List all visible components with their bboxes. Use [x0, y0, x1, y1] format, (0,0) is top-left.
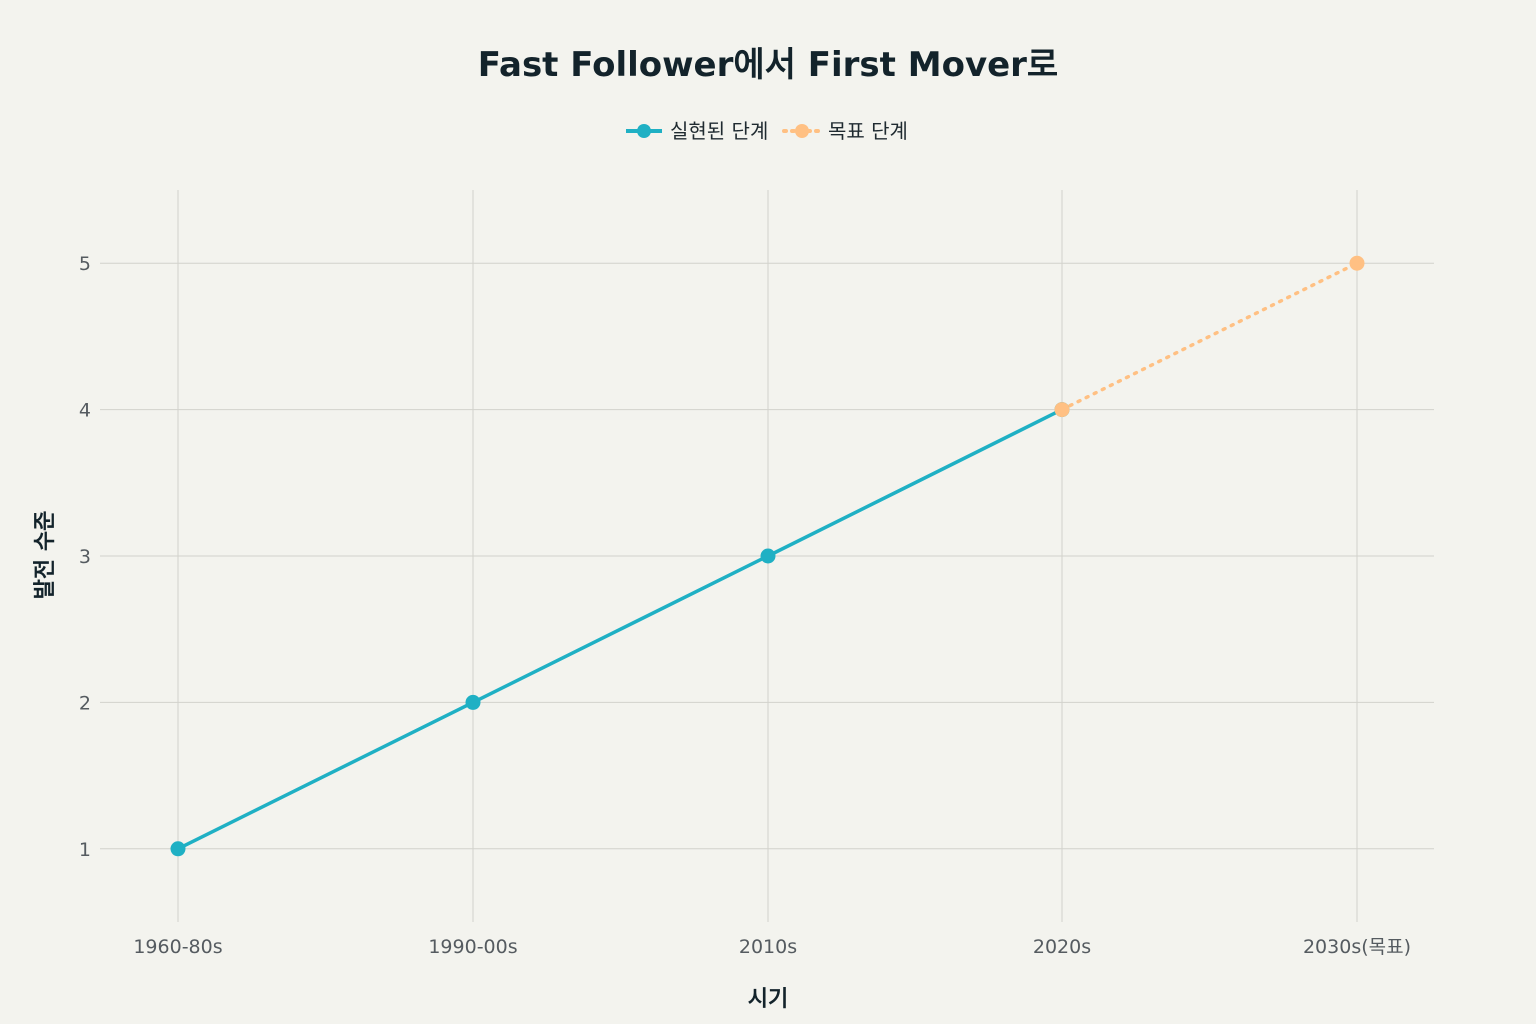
legend-realized-label: 실현된 단계 [670, 119, 768, 143]
y-tick-label: 4 [79, 400, 91, 422]
y-tick-label: 1 [79, 839, 91, 861]
x-axis-title: 시기 [748, 987, 788, 1012]
x-tick-label: 2010s [739, 936, 797, 958]
x-tick-label: 1990-00s [428, 936, 517, 958]
realized-data-point[interactable] [760, 548, 776, 564]
series [170, 255, 1365, 857]
x-tick-label: 2030s(목표) [1303, 936, 1411, 958]
legend-item-realized[interactable]: 실현된 단계 [626, 119, 768, 143]
target-series-line [1060, 261, 1359, 412]
target-data-point[interactable] [1349, 255, 1365, 271]
y-tick-label: 5 [79, 253, 91, 275]
y-tick-label: 2 [79, 692, 91, 714]
chart-title: Fast Follower에서 First Mover로 [478, 45, 1058, 85]
realized-data-point[interactable] [465, 694, 481, 710]
legend-item-target[interactable]: 목표 단계 [782, 119, 908, 143]
realized-series-line [176, 407, 1064, 851]
y-tick-label: 3 [79, 546, 91, 568]
x-tick-label: 2020s [1033, 936, 1091, 958]
legend: 실현된 단계 목표 단계 [626, 119, 908, 143]
legend-target-marker [795, 124, 809, 138]
x-axis-ticks: 1960-80s 1990-00s 2010s 2020s 2030s(목표) [133, 936, 1411, 958]
target-data-point[interactable] [1054, 402, 1070, 418]
realized-data-point[interactable] [170, 841, 186, 857]
y-axis-title: 발전 수준 [33, 511, 58, 600]
x-tick-label: 1960-80s [133, 936, 222, 958]
y-axis-ticks: 1 2 3 4 5 [79, 253, 91, 861]
legend-realized-marker [637, 124, 651, 138]
legend-target-label: 목표 단계 [828, 119, 908, 143]
